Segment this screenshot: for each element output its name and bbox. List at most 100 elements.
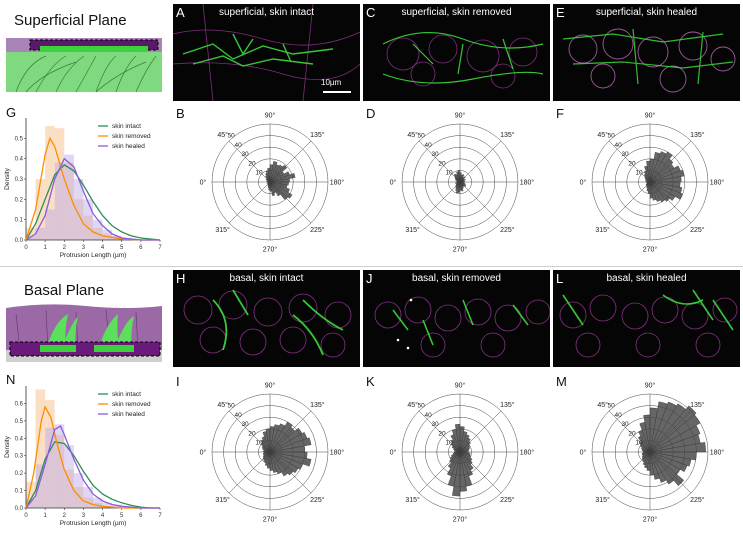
radial-tick-label: 10 — [635, 440, 643, 447]
angle-spoke — [649, 140, 692, 183]
radial-tick-label: 40 — [424, 412, 432, 419]
hist-bar-healed — [26, 235, 36, 240]
angle-label: 180° — [330, 449, 345, 457]
angle-spoke — [418, 410, 461, 453]
hist-bar-removed — [73, 487, 84, 508]
radial-tick-label: 10 — [635, 170, 643, 177]
y-tick-label: 0.6 — [15, 401, 24, 407]
rose-bar — [459, 446, 471, 453]
x-tick-label: 3 — [82, 513, 86, 519]
caption-basal-intact: basal, skin intact — [229, 273, 304, 284]
angle-spoke — [269, 451, 312, 494]
density-chart-G: 0 1 2 3 4 5 6 7 0.0 0.1 0.2 0.3 0.4 0.5 Protrusion Len… — [4, 118, 162, 259]
hist-bar-healed — [102, 229, 113, 240]
hist-bar-removed — [54, 128, 65, 240]
angle-label: 315° — [595, 496, 610, 504]
radial-tick-label: 10 — [255, 440, 263, 447]
x-tick-label: 4 — [101, 513, 105, 519]
x-tick-label: 5 — [120, 245, 124, 251]
angle-spoke — [228, 410, 271, 453]
y-axis-label: Density — [4, 167, 11, 189]
hist-bar-healed — [26, 499, 36, 508]
rose-bar — [453, 173, 461, 183]
angle-label: 45° — [407, 131, 418, 139]
x-tick-label: 0 — [24, 245, 28, 251]
angle-label: 180° — [710, 449, 725, 457]
panel-letter-A: A — [176, 5, 185, 20]
hist-bar-removed — [64, 162, 74, 240]
angle-spoke — [228, 181, 271, 224]
legend-entry: skin removed — [112, 401, 151, 408]
angle-spoke — [649, 451, 692, 494]
y-tick-label: 0.2 — [15, 471, 24, 477]
angle-label: 270° — [643, 516, 658, 524]
rose-bar — [459, 178, 466, 183]
radial-tick-label: 10 — [445, 170, 453, 177]
angle-spoke — [608, 140, 651, 183]
caption-superficial-healed: superficial, skin healed — [595, 7, 698, 18]
superficial-schematic — [6, 38, 162, 93]
radial-tick-label: 50 — [417, 403, 425, 410]
angle-label: 45° — [597, 401, 608, 409]
rose-bar — [452, 451, 461, 455]
radial-tick-label: 50 — [417, 133, 425, 140]
rose-bar — [641, 451, 651, 456]
panel-letter-G: G — [6, 105, 17, 120]
radial-tick-label: 30 — [431, 421, 439, 428]
radial-tick-label: 50 — [607, 403, 615, 410]
angle-label: 180° — [710, 179, 725, 187]
angle-spoke — [459, 140, 502, 183]
angle-label: 90° — [645, 382, 656, 390]
hist-bar-healed — [45, 427, 55, 508]
radial-tick-label: 50 — [227, 133, 235, 140]
hist-bar-removed — [26, 481, 36, 508]
angle-label: 180° — [520, 179, 535, 187]
series-line — [25, 405, 160, 509]
hist-bar-removed — [73, 199, 84, 240]
rose-bar — [459, 437, 471, 453]
angle-spoke — [269, 410, 312, 453]
x-tick-label: 7 — [158, 513, 162, 519]
panel-letter-B: B — [176, 106, 185, 121]
angle-spoke — [459, 181, 502, 224]
hist-bar-healed — [35, 464, 46, 508]
rose-bar — [649, 451, 675, 485]
x-tick-label: 5 — [120, 513, 124, 519]
x-tick-label: 2 — [63, 513, 67, 519]
rose-bar — [451, 451, 461, 457]
angle-spoke — [608, 181, 651, 224]
radial-tick-label: 50 — [227, 403, 235, 410]
y-tick-label: 0.1 — [15, 218, 24, 224]
basal-schematic — [6, 304, 162, 362]
rose-bar — [269, 181, 293, 199]
angle-label: 135° — [310, 131, 325, 139]
angle-label: 90° — [455, 382, 466, 390]
angle-label: 270° — [263, 246, 278, 254]
hist-bar-removed — [26, 227, 36, 240]
radial-tick-label: 40 — [614, 142, 622, 149]
legend-entry: skin intact — [112, 391, 141, 398]
hist-bar-healed — [54, 162, 65, 240]
polar-chart-D: 90° 135° 180° 225° 270° 315° 0° 45° 10 20 30 40 50 — [390, 112, 535, 254]
x-tick-label: 1 — [43, 513, 47, 519]
rose-bar — [269, 451, 299, 474]
y-tick-label: 0.3 — [15, 177, 24, 183]
angle-label: 225° — [310, 226, 325, 234]
angle-label: 45° — [597, 131, 608, 139]
polar-chart-I: 90° 135° 180° 225° 270° 315° 0° 45° 10 20 30 40 50 — [200, 382, 345, 524]
panel-letter-M: M — [556, 374, 567, 389]
legend-entry: skin healed — [112, 143, 145, 150]
hist-bar-healed — [45, 209, 55, 240]
scalebar-label: 10µm — [321, 78, 342, 87]
x-tick-label: 1 — [43, 245, 47, 251]
y-tick-label: 0.5 — [15, 419, 24, 425]
x-tick-label: 0 — [24, 513, 28, 519]
radial-tick-label: 10 — [445, 440, 453, 447]
superficial-plane-title: Superficial Plane — [14, 12, 127, 29]
rose-bar — [649, 451, 667, 483]
angle-spoke — [228, 140, 271, 183]
angle-label: 180° — [330, 179, 345, 187]
angle-label: 90° — [645, 112, 656, 120]
radial-tick-label: 20 — [248, 160, 256, 167]
hist-bar-removed — [45, 399, 55, 508]
